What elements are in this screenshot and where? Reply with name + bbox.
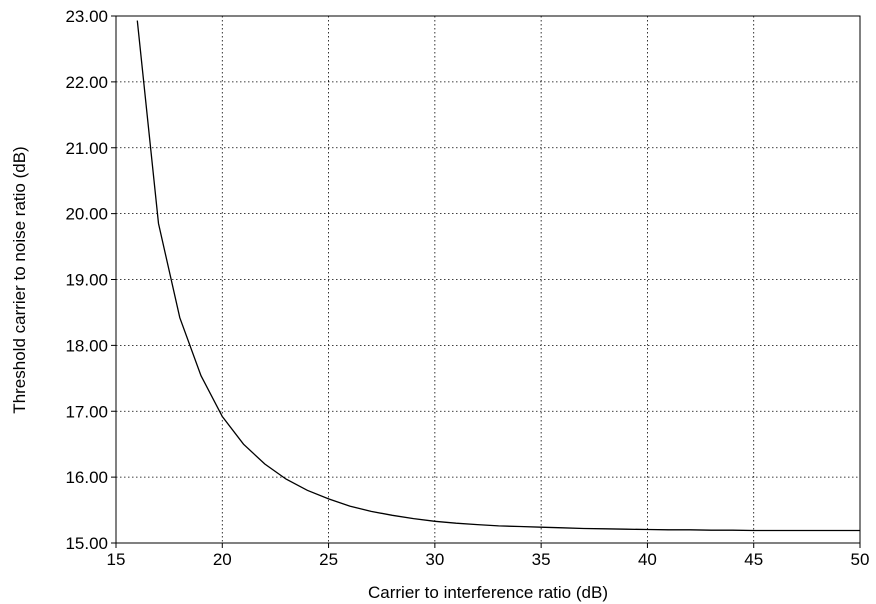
y-tick-labels: 15.00 16.00 17.00 18.00 19.00 20.00 21.00 22.00… [65,7,108,553]
x-tick-label: 30 [425,550,444,569]
grid-lines [116,16,860,543]
y-tick-label: 23.00 [65,7,108,26]
x-axis-title: Carrier to interference ratio (dB) [368,583,608,602]
x-tick-labels: 15 20 25 30 35 40 45 50 [107,550,870,569]
y-tick-label: 21.00 [65,139,108,158]
x-tick-label: 40 [638,550,657,569]
tick-marks [111,15,861,548]
y-tick-label: 16.00 [65,468,108,487]
y-tick-label: 20.00 [65,205,108,224]
y-tick-label: 17.00 [65,402,108,421]
x-tick-label: 20 [213,550,232,569]
x-tick-label: 25 [319,550,338,569]
x-tick-label: 35 [532,550,551,569]
y-axis-title: Threshold carrier to noise ratio (dB) [10,146,29,413]
x-tick-label: 15 [107,550,126,569]
x-tick-label: 50 [851,550,870,569]
series-line [136,20,860,532]
y-tick-label: 22.00 [65,73,108,92]
y-tick-label: 19.00 [65,271,108,290]
x-tick-label: 45 [744,550,763,569]
y-tick-label: 18.00 [65,336,108,355]
series-layer [136,20,860,532]
y-tick-label: 15.00 [65,534,108,553]
